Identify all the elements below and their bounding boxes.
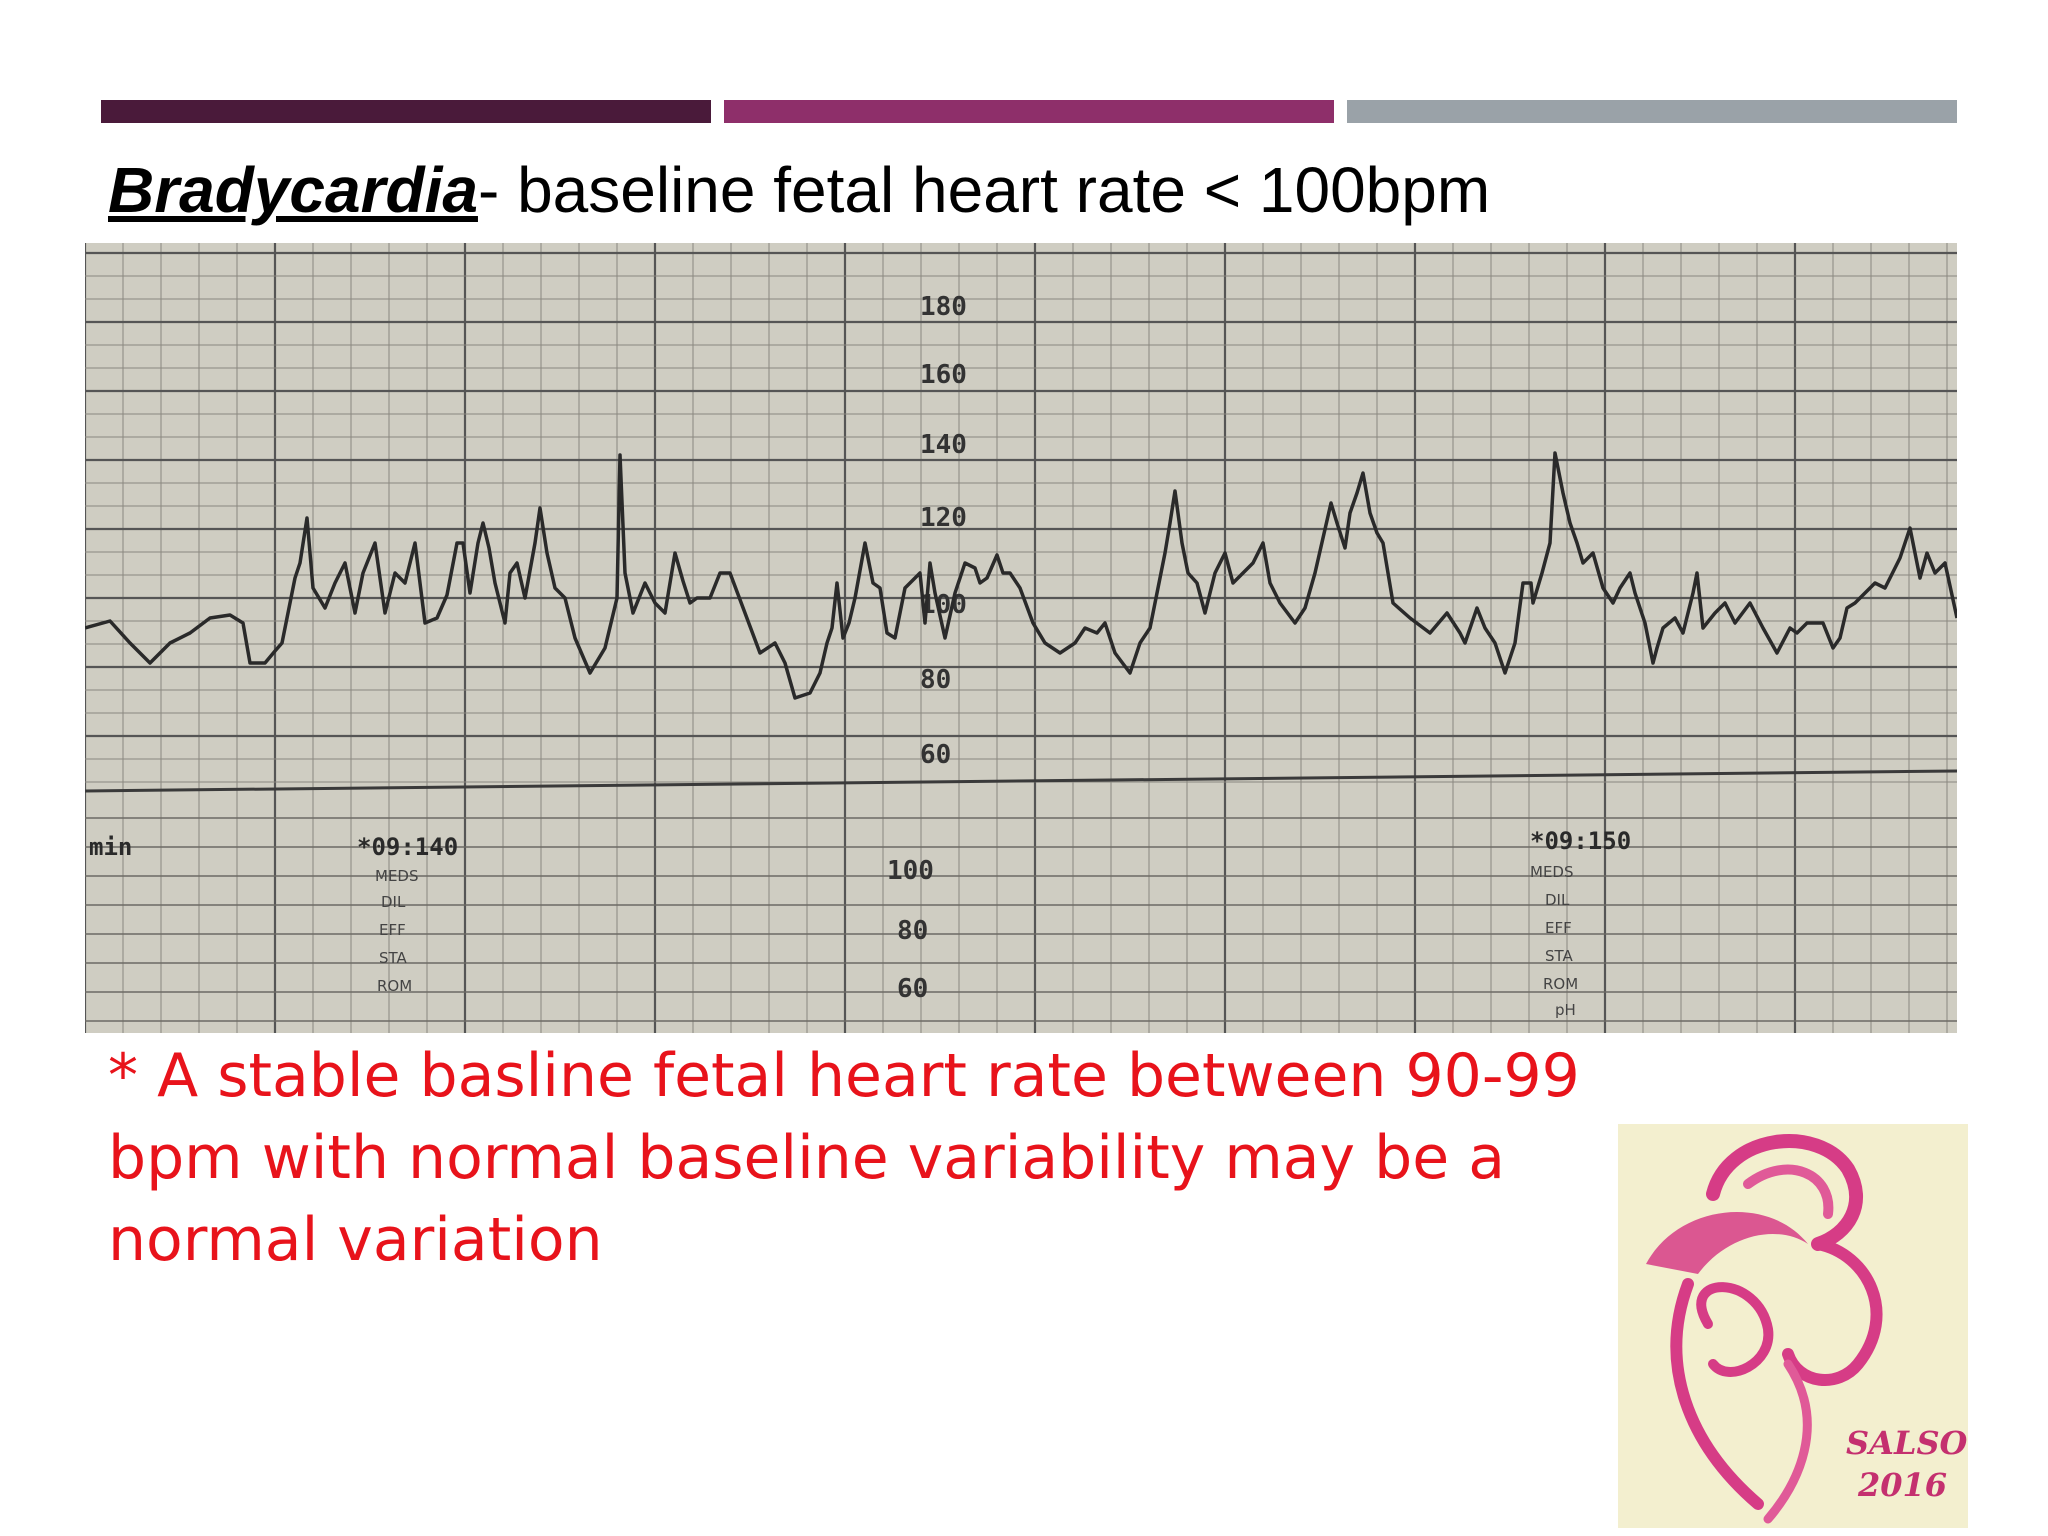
paper-speed-label: min	[89, 833, 132, 861]
trace-strip-svg: 180 160 140 120 100 80 60 100 80 60 min …	[85, 243, 1957, 1033]
salso-logo: SALSO 2016	[1618, 1124, 1968, 1528]
marker-field: EFF	[379, 921, 406, 939]
marker-block-1: *09:140 MEDS DIL EFF STA ROM	[357, 833, 458, 995]
lower-scale-labels: 100 80 60	[887, 856, 934, 1004]
marker-field: MEDS	[1530, 863, 1574, 881]
marker-field: DIL	[381, 893, 406, 911]
upper-label-140: 140	[920, 430, 967, 460]
slide-title: Bradycardia- baseline fetal heart rate <…	[108, 150, 1490, 230]
logo-text-line2: 2016	[1857, 1466, 1947, 1504]
marker-field: STA	[379, 949, 408, 967]
upper-label-180: 180	[920, 292, 967, 322]
marker-code: *09:140	[357, 833, 458, 861]
marker-field: STA	[1545, 947, 1574, 965]
marker-field: EFF	[1545, 919, 1572, 937]
heart-rate-trace	[85, 451, 1957, 700]
marker-code: *09:150	[1530, 827, 1631, 855]
marker-field: ROM	[377, 977, 412, 995]
marker-field: pH	[1555, 1001, 1576, 1019]
upper-label-60: 60	[920, 740, 951, 770]
upper-label-160: 160	[920, 360, 967, 390]
trace-grid	[85, 243, 1957, 1033]
accent-bar-dark	[101, 100, 711, 123]
title-rest: - baseline fetal heart rate < 100bpm	[477, 154, 1491, 226]
upper-label-80: 80	[920, 665, 951, 695]
pregnant-woman-logo-icon: SALSO 2016	[1646, 1134, 1968, 1524]
fetal-heart-trace-photo: 180 160 140 120 100 80 60 100 80 60 min …	[85, 243, 1957, 1033]
upper-label-120: 120	[920, 503, 967, 533]
upper-scale-labels: 180 160 140 120 100 80 60	[920, 292, 967, 770]
section-divider	[85, 769, 1957, 793]
marker-field: ROM	[1543, 975, 1578, 993]
lower-label-100: 100	[887, 856, 934, 886]
marker-field: MEDS	[375, 867, 419, 885]
note-text: * A stable basline fetal heart rate betw…	[108, 1041, 1580, 1275]
title-term: Bradycardia	[108, 154, 478, 226]
lower-label-60: 60	[897, 974, 928, 1004]
accent-bar-gray	[1347, 100, 1957, 123]
marker-field: DIL	[1545, 891, 1570, 909]
marker-block-2: *09:150 MEDS DIL EFF STA ROM pH	[1530, 827, 1631, 1019]
logo-text-line1: SALSO	[1846, 1424, 1968, 1462]
lower-label-80: 80	[897, 916, 928, 946]
accent-bar-magenta	[724, 100, 1334, 123]
